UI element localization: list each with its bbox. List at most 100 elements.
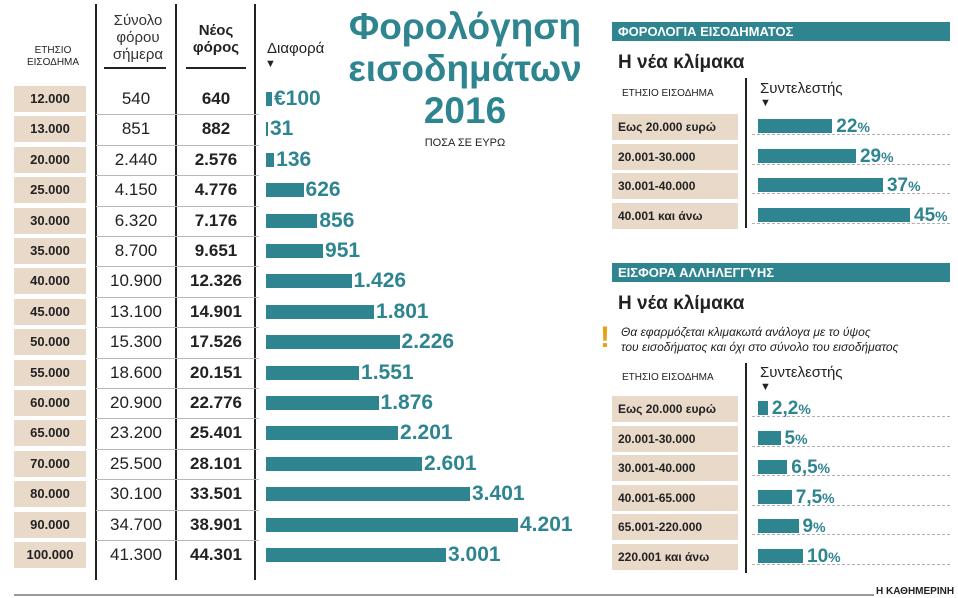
- row-separator: [96, 448, 259, 450]
- income-tax-value-header: Συντελεστής: [760, 80, 843, 97]
- column-divider-3: [254, 4, 256, 580]
- solidarity-label-unit: %: [822, 489, 835, 506]
- difference-bar: [266, 304, 375, 319]
- solidarity-label-value: 9: [802, 516, 814, 537]
- solidarity-label-value: 6,5: [791, 457, 818, 478]
- income-tax-label: 45%: [914, 203, 948, 229]
- solidarity-label: 9%: [803, 514, 826, 540]
- difference-bar: [266, 244, 324, 258]
- income-cell: 90.000: [14, 511, 86, 538]
- difference-bar: [266, 92, 272, 106]
- income-cell: 20.000: [14, 146, 86, 173]
- difference-label: 951: [325, 239, 361, 262]
- solidarity-arrow-icon: ▼: [760, 381, 771, 393]
- income-tax-label-value: 22: [836, 116, 858, 137]
- difference-bar: [266, 456, 423, 471]
- row-separator: [96, 540, 259, 541]
- row-separator: [96, 296, 259, 298]
- row-separator: [96, 357, 259, 359]
- difference-bar: [266, 365, 360, 380]
- solidarity-bar: [758, 548, 803, 563]
- row-separator: [96, 205, 259, 207]
- income-cell: 13.000: [14, 116, 86, 143]
- new-tax-value: 38.901: [190, 514, 242, 534]
- income-tax-guide-line: [752, 134, 950, 135]
- solidarity-label-value: 2,2: [771, 398, 799, 419]
- solidarity-value-header: Συντελεστής: [760, 364, 843, 381]
- row-separator: [96, 418, 259, 420]
- current-tax-header-line2: φόρου: [116, 29, 160, 46]
- difference-label: 1.801: [376, 299, 429, 323]
- solidarity-bar: [758, 489, 792, 504]
- income-header-line1: ΕΤΗΣΙΟ: [34, 45, 72, 56]
- income-cell: 70.000: [14, 450, 86, 477]
- difference-bar: [266, 152, 275, 167]
- solidarity-category-header: ΕΤΗΣΙΟ ΕΙΣΟΔΗΜΑ: [622, 372, 714, 383]
- solidarity-guide-line: [752, 504, 950, 506]
- new-tax-value: 882: [201, 119, 231, 139]
- current-tax-value: 851: [121, 119, 151, 139]
- difference-label: 3.001: [448, 543, 501, 566]
- new-tax-value: 25.401: [190, 423, 242, 443]
- chart-title-line1: Φορολόγηση: [348, 6, 582, 47]
- income-tax-bar: [758, 207, 910, 222]
- current-tax-value: 23.200: [110, 423, 162, 443]
- income-tax-label-unit: %: [935, 207, 948, 224]
- current-tax-value: 4.150: [114, 180, 158, 200]
- solidarity-label-unit: %: [798, 401, 811, 417]
- row-separator: [96, 479, 259, 481]
- new-tax-value: 22.776: [190, 393, 242, 412]
- solidarity-guide-line: [752, 563, 950, 565]
- income-cell: 50.000: [14, 329, 86, 356]
- new-tax-header-line1: Νέος: [198, 22, 234, 39]
- column-divider-1: [95, 4, 97, 580]
- difference-bar: [266, 396, 379, 410]
- income-tax-bar: [758, 178, 883, 192]
- income-tax-bar: [758, 148, 856, 163]
- difference-label: 31: [270, 117, 294, 141]
- current-tax-header-line3: σήμερα: [112, 46, 164, 63]
- solidarity-label-unit: %: [813, 519, 826, 535]
- new-tax-value: 28.101: [190, 453, 242, 473]
- solidarity-bar: [758, 401, 768, 415]
- difference-label: €100: [273, 87, 321, 110]
- income-cell: 30.000: [14, 207, 86, 234]
- row-separator: [96, 388, 259, 389]
- difference-label: 1.426: [353, 269, 407, 293]
- solidarity-label: 2,2%: [772, 396, 811, 422]
- current-tax-value: 8.700: [114, 241, 158, 260]
- solidarity-bar: [758, 460, 788, 474]
- difference-bar: [266, 517, 518, 532]
- solidarity-label-unit: %: [817, 460, 831, 476]
- income-tax-label-unit: %: [881, 148, 894, 165]
- row-separator: [96, 266, 259, 268]
- difference-arrow-icon: ▼: [265, 58, 276, 70]
- new-tax-header: Νέος φόρος: [184, 22, 248, 56]
- solidarity-label-value: 10: [807, 545, 829, 567]
- new-tax-value: 9.651: [194, 241, 238, 260]
- current-tax-header: Σύνολο φόρου σήμερα: [100, 12, 176, 63]
- solidarity-note-line2: του εισοδήματος και όχι στο σύνολο του ε…: [621, 340, 899, 354]
- income-cell: 100.000: [14, 542, 86, 568]
- current-tax-value: 25.500: [110, 453, 162, 473]
- income-tax-guide-line: [752, 163, 950, 165]
- row-separator: [96, 327, 259, 329]
- current-tax-value: 30.100: [110, 484, 162, 504]
- solidarity-category-cell: 40.001-65.000: [612, 484, 738, 511]
- income-tax-label: 29%: [860, 144, 894, 170]
- solidarity-category-cell: 30.001-40.000: [612, 455, 738, 481]
- difference-label: 2.226: [401, 330, 455, 354]
- chart-title-line2: εισοδημάτων: [348, 48, 582, 89]
- income-tax-guide-line: [752, 222, 950, 224]
- chart-subtitle: ΠΟΣΑ ΣΕ ΕΥΡΩ: [424, 137, 506, 149]
- income-cell: 60.000: [14, 390, 86, 416]
- row-separator: [96, 144, 259, 146]
- income-tax-subtitle: Η νέα κλίμακα: [618, 52, 745, 73]
- income-tax-label: 37%: [887, 173, 921, 199]
- solidarity-label-value: 5: [784, 427, 796, 449]
- income-cell: 55.000: [14, 359, 86, 386]
- column-divider-2: [175, 4, 177, 580]
- current-tax-value: 540: [121, 89, 151, 108]
- difference-bar: [266, 335, 400, 350]
- new-tax-value: 7.176: [194, 210, 238, 230]
